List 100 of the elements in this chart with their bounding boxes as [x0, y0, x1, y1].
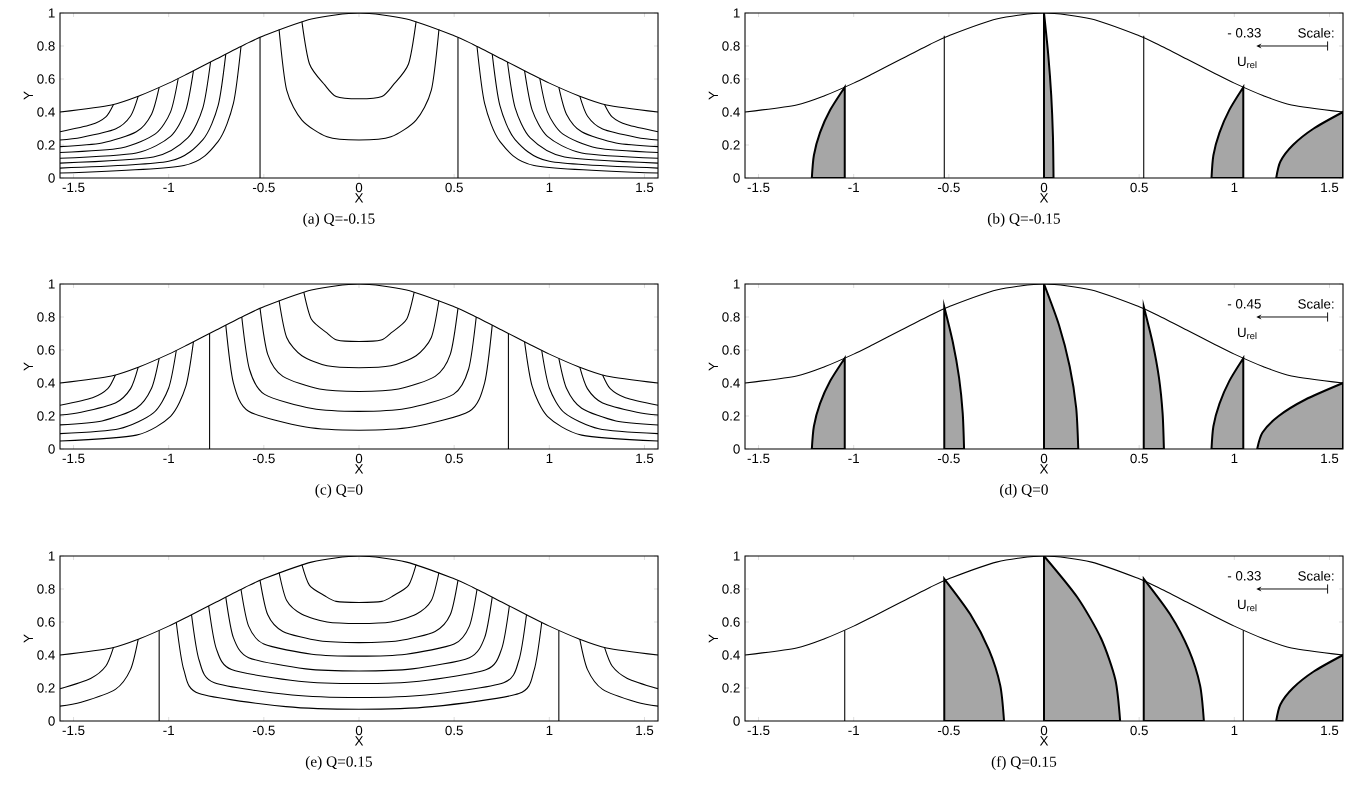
text: (a) Q=-0.15: [303, 212, 375, 227]
y-tick-label: 0.8: [722, 41, 740, 51]
y-tick-label: 1: [48, 8, 55, 18]
y-tick-label: 1: [733, 279, 740, 289]
y-tick-label: 0.2: [37, 140, 55, 150]
y-tick-label: 0.4: [37, 378, 55, 388]
x-tick-label: -0.5: [252, 182, 275, 193]
x-tick-label: -1: [163, 182, 174, 192]
x-axis-title: X: [1039, 464, 1049, 474]
x-axis-title: X: [1039, 193, 1049, 203]
y-tick-label: 0.4: [37, 650, 55, 660]
y-axis-title: Y: [708, 634, 718, 643]
x-tick-label: 1.5: [1321, 453, 1339, 464]
y-tick-label: 0.6: [722, 345, 740, 355]
annotation: Scale:: [1298, 27, 1334, 38]
y-tick-label: 0.8: [722, 312, 740, 322]
y-tick-label: 0: [48, 716, 55, 726]
y-tick-label: 0.8: [37, 312, 55, 322]
x-tick-label: 1: [1231, 182, 1238, 192]
y-tick-label: 0: [733, 444, 740, 454]
y-tick-label: 1: [733, 551, 740, 561]
y-axis-title: Y: [23, 91, 33, 100]
x-tick-label: 1: [1231, 453, 1238, 463]
x-tick-label: 0: [355, 725, 363, 736]
annotation: - 0.33: [1227, 571, 1261, 581]
x-tick-label: -1.5: [747, 182, 770, 193]
x-tick-label: -0.5: [252, 453, 275, 464]
y-tick-label: 0.2: [722, 411, 740, 421]
x-tick-label: -0.5: [937, 725, 960, 736]
y-tick-label: 0.2: [722, 683, 740, 693]
x-tick-label: 1: [546, 182, 553, 192]
x-tick-label: -1: [848, 725, 859, 735]
x-tick-label: -1: [163, 725, 174, 735]
x-tick-label: 1.5: [636, 453, 654, 464]
y-axis-title: Y: [23, 362, 33, 371]
annotation: - 0.45: [1227, 299, 1261, 309]
y-tick-label: 0: [733, 173, 740, 183]
annotation: U$_{rel}$: [1238, 599, 1257, 612]
x-tick-label: 1: [1231, 725, 1238, 735]
x-tick-label: 0.5: [445, 725, 463, 736]
y-tick-label: 0.4: [37, 107, 55, 117]
x-tick-label: -0.5: [937, 453, 960, 464]
y-tick-label: 0.6: [37, 617, 55, 627]
y-tick-label: 0.8: [722, 584, 740, 594]
x-tick-label: -0.5: [937, 182, 960, 193]
x-tick-label: 0: [1040, 453, 1048, 464]
annotation: - 0.33: [1227, 28, 1261, 38]
text: (d) Q=0: [1000, 483, 1048, 498]
x-tick-label: 0: [355, 453, 363, 464]
x-tick-label: -1.5: [62, 453, 85, 464]
text: (e) Q=0.15: [305, 755, 373, 770]
y-tick-label: 0.6: [722, 74, 740, 84]
annotation: U$_{rel}$: [1238, 327, 1257, 340]
y-tick-label: 0.4: [722, 378, 740, 388]
y-tick-label: 1: [733, 8, 740, 18]
x-tick-label: -1: [848, 182, 859, 192]
x-axis-title: X: [354, 193, 364, 203]
y-tick-label: 0.6: [722, 617, 740, 627]
y-axis-title: Y: [23, 634, 33, 643]
text: (b) Q=-0.15: [987, 212, 1061, 227]
text: (c) Q=0: [315, 483, 363, 498]
x-tick-label: 1.5: [1321, 182, 1339, 193]
y-tick-label: 0.4: [722, 107, 740, 117]
y-tick-label: 0.8: [37, 41, 55, 51]
x-tick-label: 0.5: [1130, 182, 1148, 193]
x-tick-label: 0: [1040, 725, 1048, 736]
x-tick-label: -1.5: [62, 725, 85, 736]
x-tick-label: 0: [355, 182, 363, 193]
y-tick-label: 0.8: [37, 584, 55, 594]
annotation: Scale:: [1298, 298, 1334, 309]
x-tick-label: -1.5: [62, 182, 85, 193]
y-tick-label: 0.2: [37, 683, 55, 693]
x-tick-label: -1.5: [747, 725, 770, 736]
y-axis-title: Y: [708, 362, 718, 371]
x-tick-label: 0.5: [445, 453, 463, 464]
annotation: U$_{rel}$: [1238, 56, 1257, 69]
x-tick-label: -0.5: [252, 725, 275, 736]
x-axis-title: X: [1039, 736, 1049, 746]
y-tick-label: 0.2: [37, 411, 55, 421]
x-tick-label: 0.5: [445, 182, 463, 193]
annotation: Scale:: [1298, 570, 1334, 581]
x-tick-label: 1: [546, 453, 553, 463]
x-axis-title: X: [354, 736, 364, 746]
x-tick-label: 0: [1040, 182, 1048, 193]
y-tick-label: 1: [48, 279, 55, 289]
x-tick-label: 1: [546, 725, 553, 735]
x-tick-label: -1.5: [747, 453, 770, 464]
x-axis-title: X: [354, 464, 364, 474]
x-tick-label: 1.5: [636, 182, 654, 193]
x-tick-label: -1: [163, 453, 174, 463]
y-tick-label: 1: [48, 551, 55, 561]
x-tick-label: 1.5: [1321, 725, 1339, 736]
x-tick-label: 0.5: [1130, 725, 1148, 736]
x-tick-label: -1: [848, 453, 859, 463]
text: (f) Q=0.15: [991, 755, 1057, 771]
y-tick-label: 0.4: [722, 650, 740, 660]
x-tick-label: 0.5: [1130, 453, 1148, 464]
y-tick-label: 0.2: [722, 140, 740, 150]
y-tick-label: 0.6: [37, 345, 55, 355]
y-tick-label: 0.6: [37, 74, 55, 84]
